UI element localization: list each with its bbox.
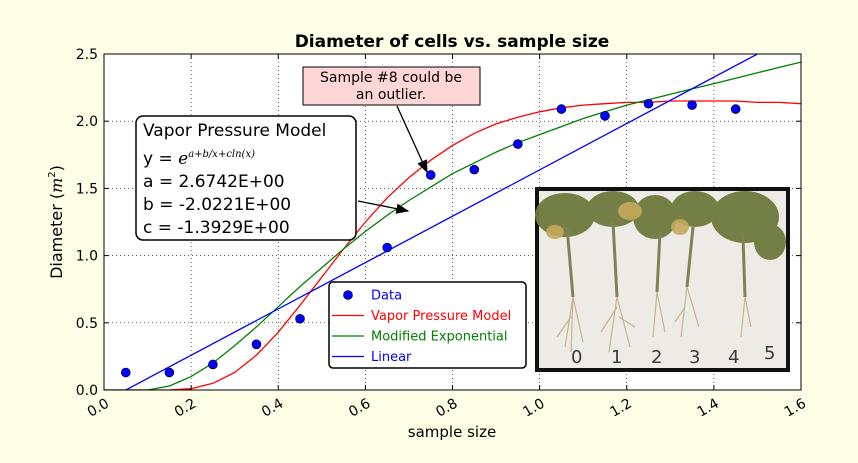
x-tick-label: 1.6 (782, 396, 809, 421)
plant-roots-photo: 0 1 2 3 4 5 (535, 187, 790, 372)
y-tick-label: 1.0 (76, 249, 98, 265)
photo-label-2: 2 (651, 347, 662, 368)
x-tick-label: 0.0 (85, 396, 112, 421)
data-point (687, 100, 697, 110)
data-point (643, 98, 654, 109)
legend-label: Data (371, 289, 402, 304)
x-tick-label: 0.2 (172, 396, 199, 421)
legend-box (328, 281, 527, 369)
data-point (600, 111, 610, 121)
model-box (135, 115, 357, 241)
model-title: Vapor Pressure Model (143, 121, 326, 141)
outlier-annotation: Sample #8 could be an outlier. (302, 66, 481, 174)
model-arrow (357, 200, 410, 214)
photo-label-0: 0 (571, 347, 582, 368)
chart-title: Diameter of cells vs. sample size (295, 32, 610, 52)
y-tick-label: 2.5 (76, 47, 98, 63)
series-layer (104, 54, 801, 390)
series-line-modified-exponential (104, 61, 801, 390)
data-point (425, 170, 436, 180)
y-tick-label: 0.5 (76, 316, 98, 332)
param-c: c = -1.3929E+00 (143, 218, 290, 238)
x-tick-label: 1.2 (607, 396, 634, 421)
data-point (208, 359, 218, 370)
legend-marker (343, 290, 353, 300)
photo-label-3: 3 (689, 347, 700, 368)
photo-label-5: 5 (764, 343, 775, 364)
legend-label: Modified Exponential (371, 330, 507, 345)
y-axis-label: Diameter (m2) (47, 165, 66, 279)
photo-label-1: 1 (611, 347, 622, 368)
param-a: a = 2.6742E+00 (143, 172, 285, 192)
legend-label: Vapor Pressure Model (371, 309, 511, 324)
outlier-note-line2: an outlier. (356, 87, 426, 103)
param-b: b = -2.0221E+00 (143, 195, 291, 215)
x-tick-label: 0.8 (433, 396, 460, 421)
data-point (164, 367, 175, 378)
data-point (513, 139, 523, 149)
data-point (295, 313, 305, 324)
outlier-arrow (396, 105, 428, 174)
x-tick-label: 0.6 (346, 396, 373, 421)
legend-label: Linear (371, 350, 412, 365)
data-point (120, 367, 131, 378)
data-point (556, 104, 567, 114)
series-line-linear (125, 54, 758, 390)
y-tick-label: 0.0 (76, 383, 98, 399)
model-equation: y = ea+b/x+cln(x) (143, 149, 255, 169)
outlier-note-line1: Sample #8 could be (320, 70, 462, 86)
data-point (251, 339, 262, 350)
x-tick-label: 1.4 (695, 396, 722, 421)
model-annotation: Vapor Pressure Model y = ea+b/x+cln(x) a… (135, 115, 410, 241)
y-tick-label: 1.5 (76, 181, 98, 197)
series-line-vapor-pressure-model (104, 100, 801, 390)
data-point (382, 242, 392, 253)
y-tick-label: 2.0 (76, 114, 98, 130)
data-point (469, 164, 480, 175)
data-point (730, 104, 741, 114)
x-tick-label: 0.4 (259, 396, 286, 421)
x-tick-label: 1.0 (520, 396, 547, 421)
x-axis-label: sample size (408, 423, 496, 441)
legend: Data Vapor Pressure Model Modified Exponen… (328, 281, 527, 369)
photo-label-4: 4 (728, 347, 739, 368)
